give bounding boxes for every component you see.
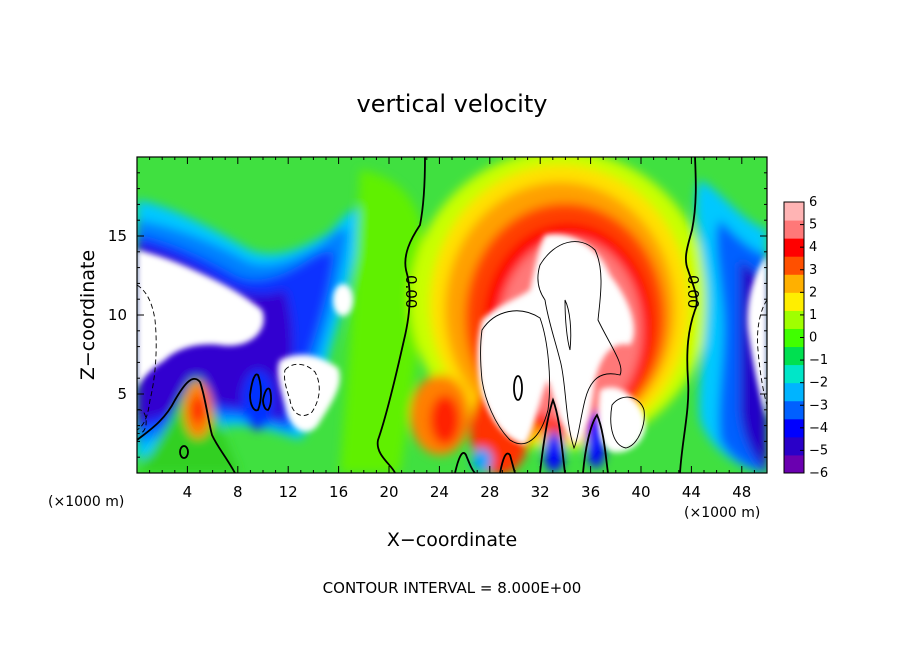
x-tick-label: 40	[631, 483, 650, 501]
colorbar-swatch	[784, 364, 804, 384]
contour-label-left: 0.00	[402, 275, 420, 308]
colorbar-swatch	[784, 436, 804, 456]
y-tick-label: 10	[108, 306, 127, 324]
x-tick-label: 8	[233, 483, 243, 501]
colorbar-tick-label: 0	[809, 331, 817, 346]
colorbar-swatch	[784, 274, 804, 293]
colorbar-swatch	[784, 220, 804, 239]
y-tick-label: 5	[117, 385, 127, 403]
colorbar-tick-label: 2	[809, 285, 817, 300]
colorbar-tick-label: 6	[809, 195, 817, 210]
svg-text:0.00: 0.00	[402, 275, 420, 308]
colorbar-tick-label: −2	[809, 376, 828, 391]
contour-interval-note: CONTOUR INTERVAL = 8.000E+00	[323, 579, 582, 597]
colorbar-tick-label: −6	[809, 466, 828, 481]
x-axis: 4 8 12 16 20 24 28 32 36 40 44 48	[136, 157, 768, 501]
y-axis-label: Z−coordinate	[77, 250, 99, 380]
x-tick-label: 12	[279, 483, 298, 501]
x-tick-label: 24	[430, 483, 449, 501]
contour-lines	[137, 157, 767, 473]
heatmap-field	[137, 157, 767, 473]
colorbar: 6 5 4 3 2 1 0 −1 −2 −3 −4 −5 −6	[783, 195, 828, 481]
colorbar-tick-label: 4	[809, 240, 817, 255]
x-tick-label: 44	[682, 483, 701, 501]
svg-text:0.00: 0.00	[684, 275, 702, 308]
colorbar-tick-label: −1	[809, 353, 828, 368]
x-tick-label: 36	[581, 483, 600, 501]
x-tick-label: 20	[379, 483, 398, 501]
colorbar-swatch	[784, 382, 804, 402]
contour-label-right: 0.00	[684, 275, 702, 308]
colorbar-swatch	[784, 292, 804, 311]
colorbar-tick-label: −3	[809, 398, 828, 413]
colorbar-swatch	[784, 418, 804, 438]
colorbar-swatch	[784, 400, 804, 420]
colorbar-tick-label: −5	[809, 443, 828, 458]
colorbar-swatch	[784, 256, 804, 275]
colorbar-tick-label: 3	[809, 263, 817, 278]
x-tick-label: 4	[183, 483, 193, 501]
x-tick-label: 16	[329, 483, 348, 501]
x-tick-label: 48	[732, 483, 751, 501]
colorbar-tick-label: 5	[809, 218, 817, 233]
colorbar-swatch	[784, 310, 804, 329]
colorbar-tick-label: 1	[809, 308, 817, 323]
x-tick-label: 28	[480, 483, 499, 501]
colorbar-swatch	[784, 238, 804, 257]
colorbar-swatch	[784, 202, 804, 221]
colorbar-swatch	[784, 346, 804, 366]
x-axis-label: X−coordinate	[387, 529, 517, 551]
y-tick-label: 15	[108, 227, 127, 245]
colorbar-swatch	[784, 328, 804, 348]
colorbar-swatch	[784, 454, 804, 474]
chart-title: vertical velocity	[357, 90, 548, 118]
x-unit-left: (×1000 m)	[48, 494, 124, 510]
colorbar-tick-label: −4	[809, 421, 828, 436]
y-axis: 5 10 15	[108, 156, 767, 474]
x-tick-label: 32	[531, 483, 550, 501]
x-unit-right: (×1000 m)	[684, 505, 760, 521]
